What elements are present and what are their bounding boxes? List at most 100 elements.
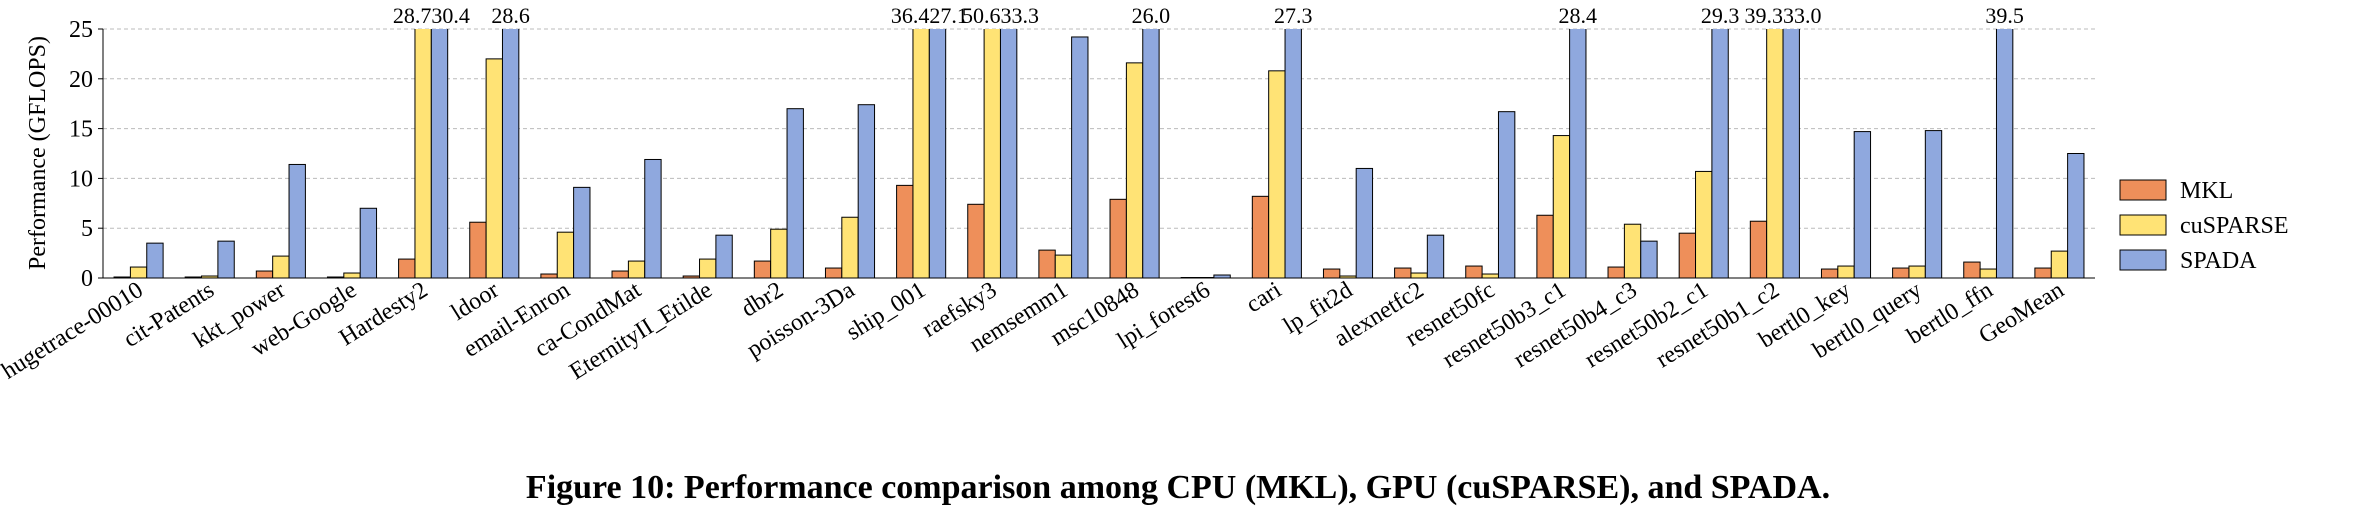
bar	[1569, 29, 1587, 278]
bar	[2034, 267, 2052, 278]
bar	[2067, 153, 2085, 278]
value-label: 28.7	[393, 3, 432, 28]
bar	[770, 228, 788, 278]
value-label: 26.0	[1132, 3, 1171, 28]
bar	[1892, 267, 1910, 278]
bar	[896, 184, 914, 278]
bar	[573, 186, 591, 278]
bar	[1465, 265, 1483, 278]
bar	[857, 104, 876, 278]
bar	[1426, 234, 1445, 278]
bar	[501, 29, 520, 278]
legend-label: MKL	[2180, 178, 2233, 204]
bar	[1394, 267, 1412, 278]
bar	[1054, 254, 1073, 278]
y-axis-label: Performance (GFLOPS)	[25, 36, 51, 270]
bar	[999, 29, 1018, 278]
bar	[1284, 29, 1302, 278]
bar	[1497, 111, 1516, 278]
y-tick-label: 25	[69, 17, 93, 43]
bar	[983, 29, 1001, 278]
caption: Figure 10: Performance comparison among …	[526, 469, 1830, 506]
legend-swatch	[2119, 179, 2167, 201]
bar	[824, 267, 843, 278]
bar	[1749, 220, 1768, 278]
value-label: 27.3	[1274, 3, 1313, 28]
x-tick-label: cari	[1242, 277, 1287, 318]
bar	[430, 29, 449, 278]
bar	[644, 158, 662, 278]
bar	[753, 260, 772, 278]
bar	[627, 260, 646, 278]
value-label: 29.3	[1701, 3, 1740, 28]
bar	[699, 258, 717, 278]
bar	[1640, 240, 1658, 278]
value-label: 30.4	[431, 3, 470, 28]
bar	[359, 207, 378, 278]
bar	[912, 29, 930, 278]
legend-label: cuSPARSE	[2180, 213, 2289, 239]
bar	[1322, 268, 1341, 278]
value-label: 50.6	[962, 3, 1001, 28]
bar	[146, 242, 164, 278]
bar	[928, 29, 947, 278]
bar	[1251, 195, 1270, 278]
bar	[1995, 29, 2014, 278]
bar	[469, 221, 487, 278]
bar	[967, 203, 985, 278]
legend-label: SPADA	[2180, 248, 2257, 274]
x-tick-label: ship_001	[842, 277, 930, 346]
value-label: 39.3	[1745, 3, 1784, 28]
bar	[1711, 29, 1729, 278]
bar	[611, 270, 629, 278]
bars	[113, 29, 2085, 278]
bar	[1623, 223, 1642, 278]
bar	[398, 258, 416, 278]
bar	[1142, 29, 1160, 278]
value-label: 27.1	[929, 3, 968, 28]
bar	[1678, 232, 1697, 278]
value-label: 36.4	[891, 3, 930, 28]
legend-swatch	[2119, 249, 2167, 271]
bar	[2050, 250, 2069, 278]
bar	[1924, 130, 1943, 278]
bar	[1355, 167, 1374, 278]
y-tick-label: 20	[69, 67, 93, 93]
bar	[1109, 198, 1127, 278]
bar	[1963, 261, 1981, 278]
legend-swatch	[2119, 214, 2167, 236]
bar	[715, 234, 733, 278]
bar	[414, 29, 432, 278]
bar	[1268, 70, 1286, 278]
bar	[1837, 265, 1855, 278]
bar	[1853, 131, 1872, 278]
bar	[1125, 62, 1144, 278]
bar	[1552, 135, 1571, 278]
bar	[1695, 170, 1713, 278]
value-label: 39.5	[1985, 3, 2024, 28]
y-tick-label: 10	[69, 166, 93, 192]
y-tick-label: 5	[81, 216, 93, 242]
y-tick-label: 0	[81, 266, 93, 292]
bar	[255, 270, 274, 278]
bar	[1536, 214, 1554, 278]
value-label: 33.0	[1783, 3, 1822, 28]
bar	[288, 163, 306, 278]
bar	[1782, 29, 1800, 278]
y-tick-label: 15	[69, 117, 93, 143]
bar	[1607, 266, 1625, 278]
bar	[1071, 36, 1089, 278]
x-tick-label: dbr2	[737, 277, 788, 322]
bar	[1038, 249, 1056, 278]
bar	[786, 108, 804, 278]
value-label: 28.4	[1559, 3, 1598, 28]
bar	[841, 216, 859, 278]
bar	[540, 273, 558, 278]
bar	[1766, 29, 1784, 278]
bar	[129, 266, 148, 278]
bar	[485, 58, 503, 278]
value-label: 33.3	[1000, 3, 1039, 28]
bar	[1820, 268, 1839, 278]
bar	[272, 255, 290, 278]
